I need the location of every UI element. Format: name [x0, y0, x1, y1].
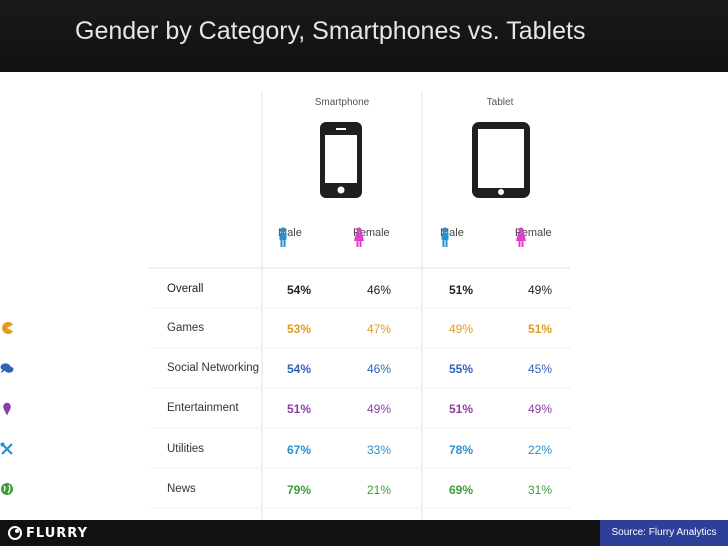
chart-grid [148, 92, 570, 520]
data-cell: 46% [367, 283, 392, 297]
data-cell: 22% [528, 443, 553, 457]
flurry-logo: FLURRY [8, 524, 88, 542]
data-cell: 54% [287, 362, 312, 376]
source-credit: Source: Flurry Analytics [600, 520, 728, 546]
title-bar: Gender by Category, Smartphones vs. Tabl… [0, 0, 728, 72]
data-cell: 21% [367, 483, 392, 497]
smartphone-icon [320, 122, 362, 198]
gender-category-chart: Smartphone Tablet Male Female Male Femal… [0, 72, 728, 520]
data-cell: 78% [449, 443, 474, 457]
row-label-social-networking: Social Networking [167, 362, 260, 374]
pacman-icon [2, 322, 13, 334]
footer-bar: FLURRY Source: Flurry Analytics [0, 520, 728, 546]
data-cell: 33% [367, 443, 392, 457]
row-label-entertainment: Entertainment [167, 402, 239, 414]
ice-cream-icon [3, 402, 11, 416]
data-cell: 79% [287, 483, 312, 497]
row-label-games: Games [167, 322, 205, 334]
data-cell: 31% [528, 483, 553, 497]
row-label-overall: Overall [167, 283, 204, 295]
data-cell: 54% [287, 283, 312, 297]
globe-icon [1, 483, 13, 495]
data-cell: 49% [367, 402, 392, 416]
chat-bubbles-icon [0, 363, 14, 373]
female-icon [354, 227, 364, 247]
tools-icon [0, 442, 13, 455]
data-cell: 45% [528, 362, 553, 376]
tablet-label: Tablet [486, 97, 514, 108]
smartphone-label: Smartphone [314, 97, 370, 108]
data-cell: 55% [449, 362, 474, 376]
tablet-icon [472, 122, 530, 198]
slide-title: Gender by Category, Smartphones vs. Tabl… [75, 17, 586, 45]
data-cell: 51% [449, 283, 474, 297]
data-cell: 69% [449, 483, 474, 497]
data-cell: 51% [449, 402, 474, 416]
smartphone-male-header: Male [278, 227, 302, 247]
logo-text: FLURRY [26, 525, 88, 541]
data-cell: 53% [287, 322, 312, 336]
male-icon [441, 227, 449, 247]
data-cell: 49% [528, 283, 553, 297]
data-cell: 49% [528, 402, 553, 416]
data-cell: 51% [528, 322, 553, 336]
male-icon [279, 227, 287, 247]
tablet-female-header: Female [515, 227, 552, 247]
row-label-utilities: Utilities [167, 443, 205, 455]
tablet-male-header: Male [440, 227, 464, 247]
smartphone-female-header: Female [353, 227, 390, 247]
data-cell: 67% [287, 443, 312, 457]
data-cell: 46% [367, 362, 392, 376]
data-cell: 51% [287, 402, 312, 416]
row-label-news: News [167, 483, 196, 495]
data-cell: 47% [367, 322, 392, 336]
female-icon [516, 227, 526, 247]
data-cell: 49% [449, 322, 474, 336]
flurry-logo-icon [8, 526, 22, 540]
